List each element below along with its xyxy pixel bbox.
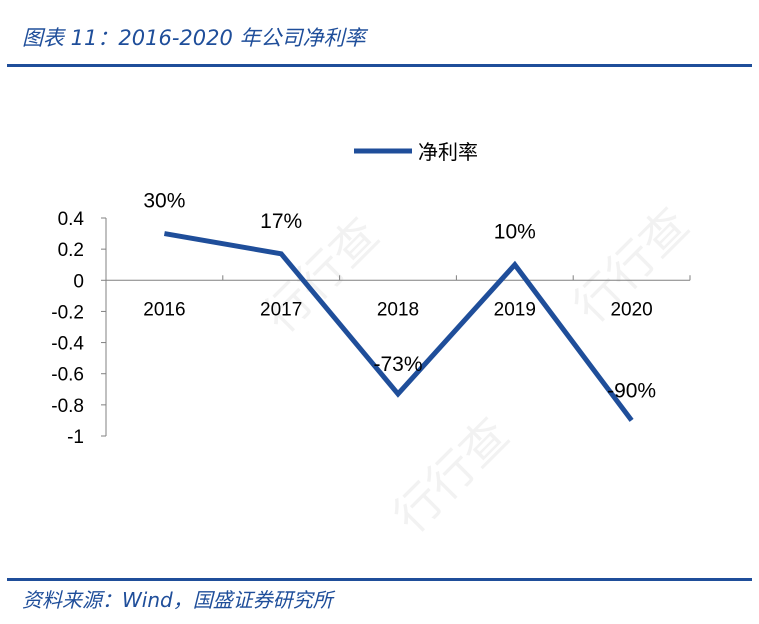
axes	[101, 217, 691, 437]
data-label: 17%	[260, 210, 302, 233]
y-tick-label: 0.4	[58, 209, 85, 230]
data-label: 30%	[143, 190, 185, 213]
figure-title: 图表 11：2016-2020 年公司净利率	[22, 26, 366, 50]
x-category-label: 2018	[377, 299, 419, 320]
top-divider	[7, 64, 752, 67]
bottom-divider	[7, 578, 752, 581]
y-tick-label: 0.2	[58, 240, 84, 261]
legend-label: 净利率	[418, 140, 478, 164]
x-category-labels: 2016 2017 2018 2019 2020	[143, 299, 652, 320]
series-line-netmargin	[163, 231, 634, 422]
y-tick-label: -0.8	[51, 396, 84, 417]
data-label: -90%	[607, 379, 656, 402]
data-label: -73%	[373, 353, 422, 376]
legend: 净利率	[354, 140, 478, 164]
y-tick-label: 0	[73, 271, 84, 292]
x-category-label: 2019	[494, 299, 536, 320]
source-note: 资料来源：Wind，国盛证券研究所	[22, 588, 333, 612]
y-tick-label: -0.2	[51, 302, 84, 323]
y-tick-label: -1	[67, 427, 84, 448]
y-tick-label: -0.4	[51, 334, 84, 355]
x-category-label: 2016	[143, 299, 185, 320]
y-tick-label: -0.6	[51, 365, 84, 386]
data-label: 10%	[494, 221, 536, 244]
y-tick-labels: 0.4 0.2 0 -0.2 -0.4 -0.6 -0.8 -1	[51, 209, 84, 448]
series-line	[163, 231, 634, 422]
x-category-label: 2017	[260, 299, 302, 320]
data-labels: 30% 17% -73% 10% -90%	[143, 190, 656, 403]
x-category-label: 2020	[610, 299, 652, 320]
